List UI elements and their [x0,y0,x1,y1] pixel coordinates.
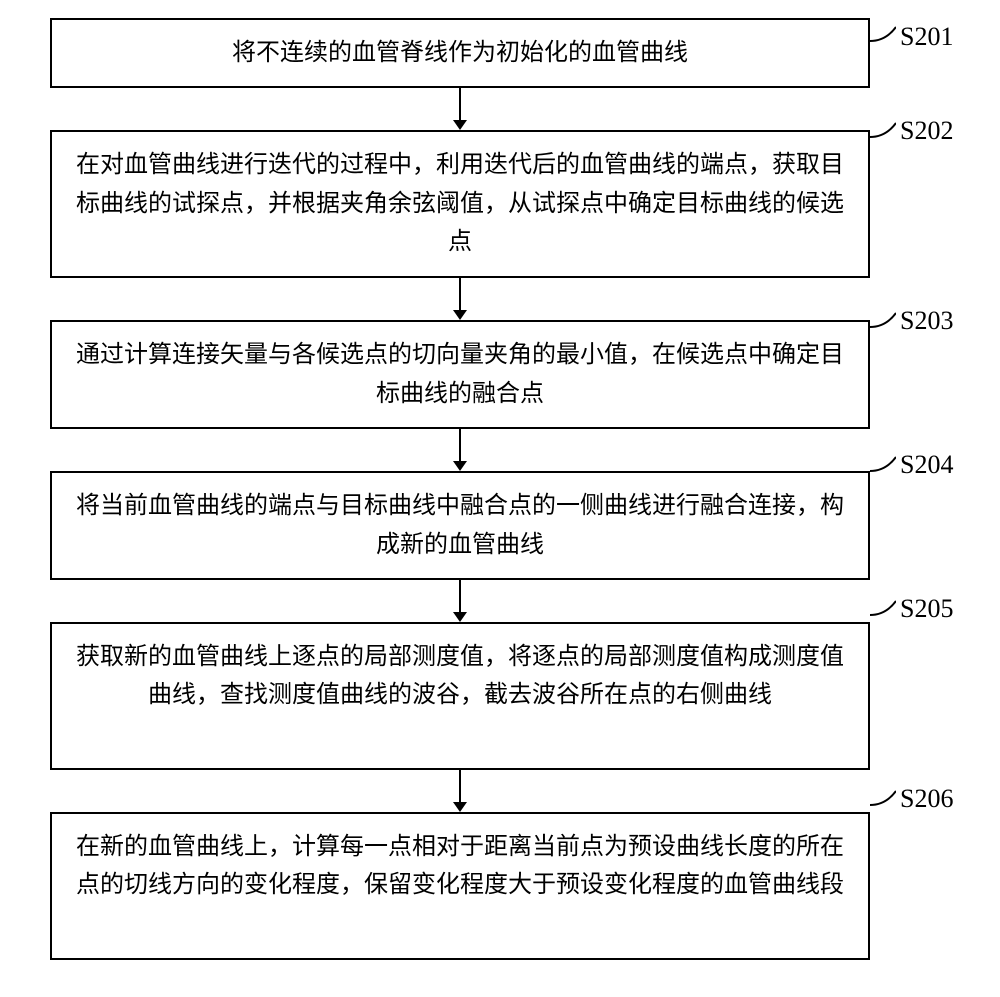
step-box-s206: 在新的血管曲线上，计算每一点相对于距离当前点为预设曲线长度的所在点的切线方向的变… [50,812,870,960]
arrow-down-icon [451,88,469,130]
callout-line-s205 [870,598,896,618]
arrow-down-icon [451,278,469,320]
step-box-s205: 获取新的血管曲线上逐点的局部测度值，将逐点的局部测度值构成测度值曲线，查找测度值… [50,622,870,770]
step-box-s203: 通过计算连接矢量与各候选点的切向量夹角的最小值，在候选点中确定目标曲线的融合点 [50,320,870,429]
connector-s202 [50,278,870,320]
step-box-s201: 将不连续的血管脊线作为初始化的血管曲线 [50,18,870,88]
connector-s203 [50,429,870,471]
connector-s204 [50,580,870,622]
flowchart-container: 将不连续的血管脊线作为初始化的血管曲线在对血管曲线进行迭代的过程中，利用迭代后的… [50,18,870,960]
step-label-s204: S204 [900,450,953,480]
arrow-down-icon [451,580,469,622]
callout-line-s202 [870,120,896,140]
callout-line-s201 [870,24,896,44]
step-label-s206: S206 [900,784,953,814]
connector-s201 [50,88,870,130]
arrow-down-icon [451,429,469,471]
step-box-s204: 将当前血管曲线的端点与目标曲线中融合点的一侧曲线进行融合连接，构成新的血管曲线 [50,471,870,580]
step-label-s205: S205 [900,594,953,624]
arrow-down-icon [451,770,469,812]
step-label-s201: S201 [900,22,953,52]
step-label-s203: S203 [900,306,953,336]
connector-s205 [50,770,870,812]
step-box-s202: 在对血管曲线进行迭代的过程中，利用迭代后的血管曲线的端点，获取目标曲线的试探点，… [50,130,870,278]
callout-line-s204 [870,454,896,474]
callout-line-s203 [870,310,896,330]
step-label-s202: S202 [900,116,953,146]
callout-line-s206 [870,788,896,808]
